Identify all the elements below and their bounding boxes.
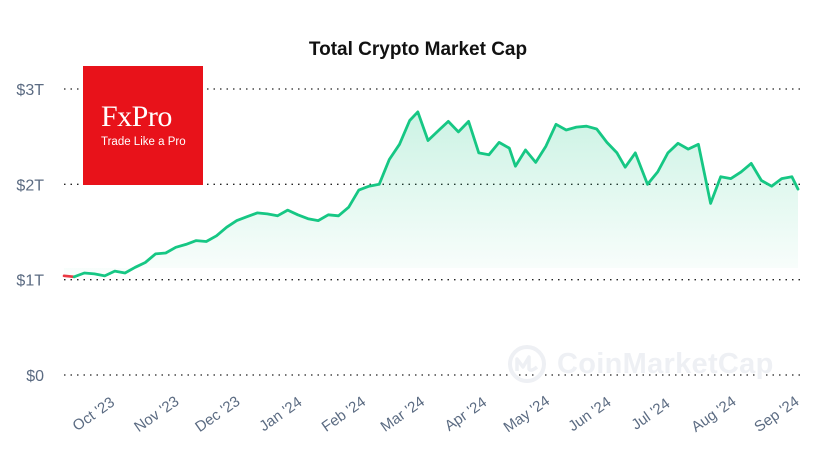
- fxpro-logo-tagline: Trade Like a Pro: [101, 136, 186, 148]
- x-tick-label: Apr '24: [442, 394, 490, 435]
- x-tick-label: Nov '23: [131, 393, 182, 436]
- y-tick-label: $3T: [16, 82, 44, 99]
- x-tick-label: Jan '24: [256, 394, 305, 435]
- watermark-text: CoinMarketCap: [557, 347, 774, 380]
- y-axis-ticks: $0 $1T $2T $3T: [16, 82, 44, 385]
- x-tick-label: Oct '23: [70, 394, 118, 435]
- x-tick-label: Feb '24: [319, 393, 369, 435]
- y-tick-label: $1T: [16, 273, 44, 290]
- x-tick-label: Jun '24: [565, 394, 614, 435]
- x-axis-ticks: Oct '23 Nov '23 Dec '23 Jan '24 Feb '24 Mar '…: [70, 392, 803, 436]
- coinmarketcap-watermark: CoinMarketCap: [507, 344, 774, 384]
- chart-title: Total Crypto Market Cap: [309, 39, 527, 60]
- x-tick-label: Mar '24: [378, 393, 428, 435]
- x-tick-label: Dec '23: [192, 393, 243, 436]
- fxpro-logo-name: FxPro: [101, 100, 172, 133]
- x-tick-label: May '24: [501, 392, 553, 436]
- x-tick-label: Aug '24: [688, 393, 739, 436]
- y-tick-label: $2T: [16, 177, 44, 194]
- market-cap-line: [62, 110, 800, 279]
- x-tick-label: Sep '24: [751, 393, 802, 436]
- x-tick-label: Jul '24: [628, 395, 673, 434]
- fxpro-logo: FxPro Trade Like a Pro: [83, 66, 203, 185]
- line-segment-up: [72, 110, 800, 279]
- line-segment-down: [62, 274, 76, 279]
- market-cap-area: [64, 111, 798, 277]
- coinmarketcap-logo-icon: [508, 345, 546, 383]
- y-tick-label: $0: [26, 368, 44, 385]
